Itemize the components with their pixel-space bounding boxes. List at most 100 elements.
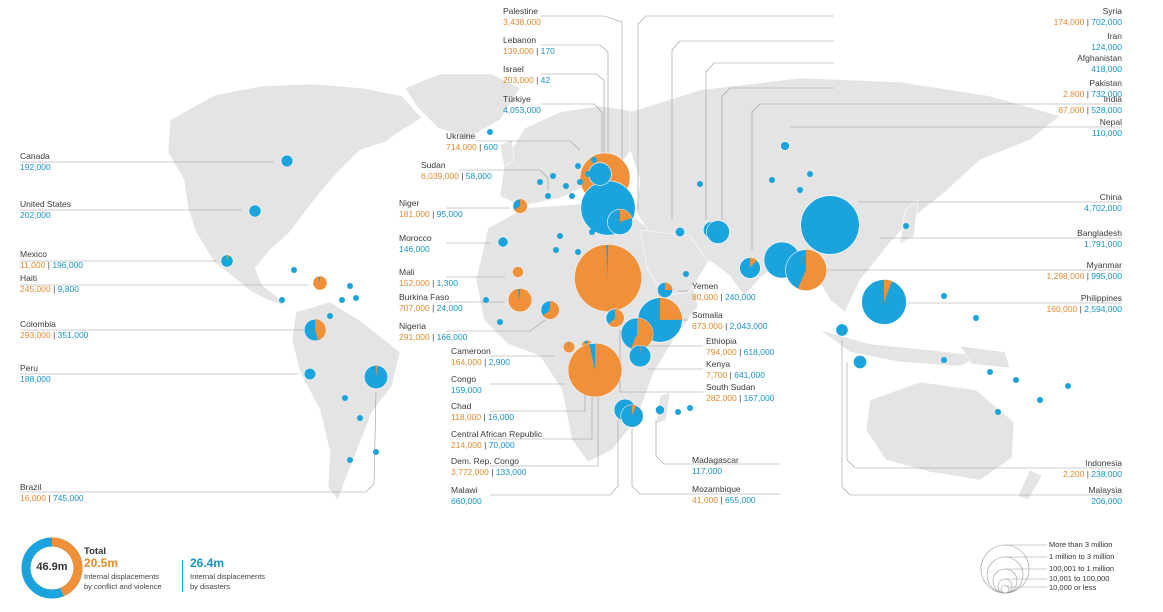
conflict-value: 3,772,000	[451, 466, 489, 477]
country-name: Indonesia	[1085, 458, 1122, 468]
label-nepal: Nepal 110,000	[1092, 117, 1122, 138]
conflict-value: 282,000	[706, 392, 737, 403]
disaster-value: 4,702,000	[1084, 202, 1122, 213]
disaster-value: 660,000	[451, 495, 482, 506]
bubble-conflict-burkina	[508, 288, 532, 312]
leader-lines	[20, 15, 1122, 496]
conflict-value: 41,000	[692, 494, 718, 505]
country-values: 1,298,000 | 995,000	[1046, 270, 1123, 281]
conflict-value: 2,200	[1063, 468, 1085, 479]
disaster-value: 70,000	[488, 439, 515, 450]
size-circle-m	[992, 568, 1018, 594]
bubble-iran	[674, 226, 686, 238]
disaster-value: 600	[483, 141, 498, 152]
disaster-value: 192,000	[20, 161, 51, 172]
bubble-conflict-india	[750, 257, 757, 268]
country-name: Lebanon	[503, 35, 537, 45]
size-legend-row: 100,001 to 1 million	[1049, 564, 1115, 573]
country-values: 139,000 | 170	[503, 45, 555, 56]
leader-lebanon	[541, 44, 609, 170]
bubble-china	[800, 195, 860, 255]
size-circle-s	[997, 578, 1013, 594]
bubble-drc	[568, 343, 622, 397]
bubble-minor	[347, 283, 353, 289]
country-values: 202,000	[20, 210, 71, 221]
conflict-total: 20.5m	[84, 556, 119, 570]
size-legend-row: 1 million to 3 million	[1049, 552, 1115, 561]
conflict-value: 139,000	[503, 45, 534, 56]
label-niger: Niger 181,000 | 95,000	[399, 198, 463, 219]
country-name: Morocco	[399, 233, 432, 243]
leader-indonesia	[846, 362, 1122, 469]
bubble-minor	[563, 183, 569, 189]
bubble-minor	[279, 297, 285, 303]
country-name: Nepal	[1099, 117, 1122, 127]
label-haiti: Haiti 245,000 | 9,800	[20, 273, 79, 294]
country-name: Malawi	[451, 485, 478, 495]
land-masses	[167, 73, 1061, 501]
label-morocco: Morocco 146,000	[399, 233, 432, 254]
country-name: Malaysia	[1088, 485, 1122, 495]
bubble-minor	[373, 449, 379, 455]
conflict-caption-2: by conflict and violence	[84, 582, 162, 591]
bubble-minor	[585, 171, 591, 177]
uk-land	[499, 139, 515, 167]
leader-palestine	[541, 15, 623, 190]
bubble-conflict-somalia	[660, 297, 683, 320]
australia-land	[865, 381, 1015, 481]
country-name: Kenya	[706, 359, 731, 369]
country-values: 4,053,000	[503, 105, 541, 116]
bubble-minor	[557, 233, 563, 239]
conflict-value: 293,000	[20, 329, 51, 340]
bubble-malaysia	[835, 323, 849, 337]
disaster-value: 238,000	[1091, 468, 1122, 479]
disaster-value: 2,594,000	[1084, 303, 1122, 314]
size-legend-circles	[980, 544, 1047, 594]
label-colombia: Colombia 293,000 | 351,000	[20, 319, 88, 340]
disaster-caption-2: by disasters	[190, 582, 231, 591]
label-israel: Israel 203,000 | 42	[503, 64, 550, 85]
bubble-conflict-mali	[512, 266, 524, 278]
country-values: 1,791,000	[1077, 239, 1122, 250]
disaster-value: 618,000	[743, 346, 775, 357]
bubble-minor	[973, 315, 979, 321]
conflict-value: 152,000	[399, 277, 430, 288]
country-name: Dem. Rep. Congo	[451, 456, 520, 466]
country-name: Iran	[1107, 31, 1122, 41]
country-values: 174,000 | 702,000	[1053, 16, 1122, 27]
country-values: 41,000 | 655,000	[692, 494, 756, 505]
country-values: 282,000 | 167,000	[706, 392, 775, 403]
country-name: Türkiye	[503, 94, 531, 104]
bubble-minor	[497, 319, 503, 325]
japan-land	[899, 199, 919, 245]
country-values: 3,772,000 | 133,000	[451, 466, 527, 477]
label-india: India 67,000 | 528,000	[1058, 94, 1122, 115]
country-name: Colombia	[20, 319, 56, 329]
bubble-minor	[1065, 383, 1071, 389]
label-brazil: Brazil 16,000 | 745,000	[20, 482, 84, 503]
country-name: Mexico	[20, 249, 47, 259]
bubble-minor	[347, 457, 353, 463]
bubble-minor	[575, 163, 581, 169]
disaster-value: 351,000	[57, 329, 89, 340]
country-name: Myanmar	[1086, 260, 1122, 270]
disaster-value: 159,000	[451, 384, 482, 395]
country-values: 245,000 | 9,800	[20, 283, 79, 294]
label-iran: Iran 124,000	[1091, 31, 1122, 52]
country-name: Syria	[1102, 6, 1122, 16]
size-circle-l	[986, 556, 1024, 594]
country-values: 418,000	[1077, 64, 1122, 75]
bubble-canada	[280, 154, 294, 168]
conflict-value: 118,000	[451, 411, 482, 422]
conflict-value: 160,000	[1046, 303, 1078, 314]
label-southsudan: South Sudan 282,000 | 167,000	[706, 382, 774, 403]
bubble-pakistan	[706, 220, 730, 244]
arabia-land	[639, 229, 709, 297]
bubble-ukraine	[588, 162, 612, 186]
label-canada: Canada 192,000	[20, 151, 51, 172]
country-name: Mozambique	[692, 484, 741, 494]
leader-malaysia	[841, 340, 1122, 496]
label-mali: Mali 152,000 | 1,300	[399, 267, 458, 288]
country-name: India	[1103, 94, 1122, 104]
label-turkiye: Türkiye 4,053,000	[503, 94, 541, 115]
